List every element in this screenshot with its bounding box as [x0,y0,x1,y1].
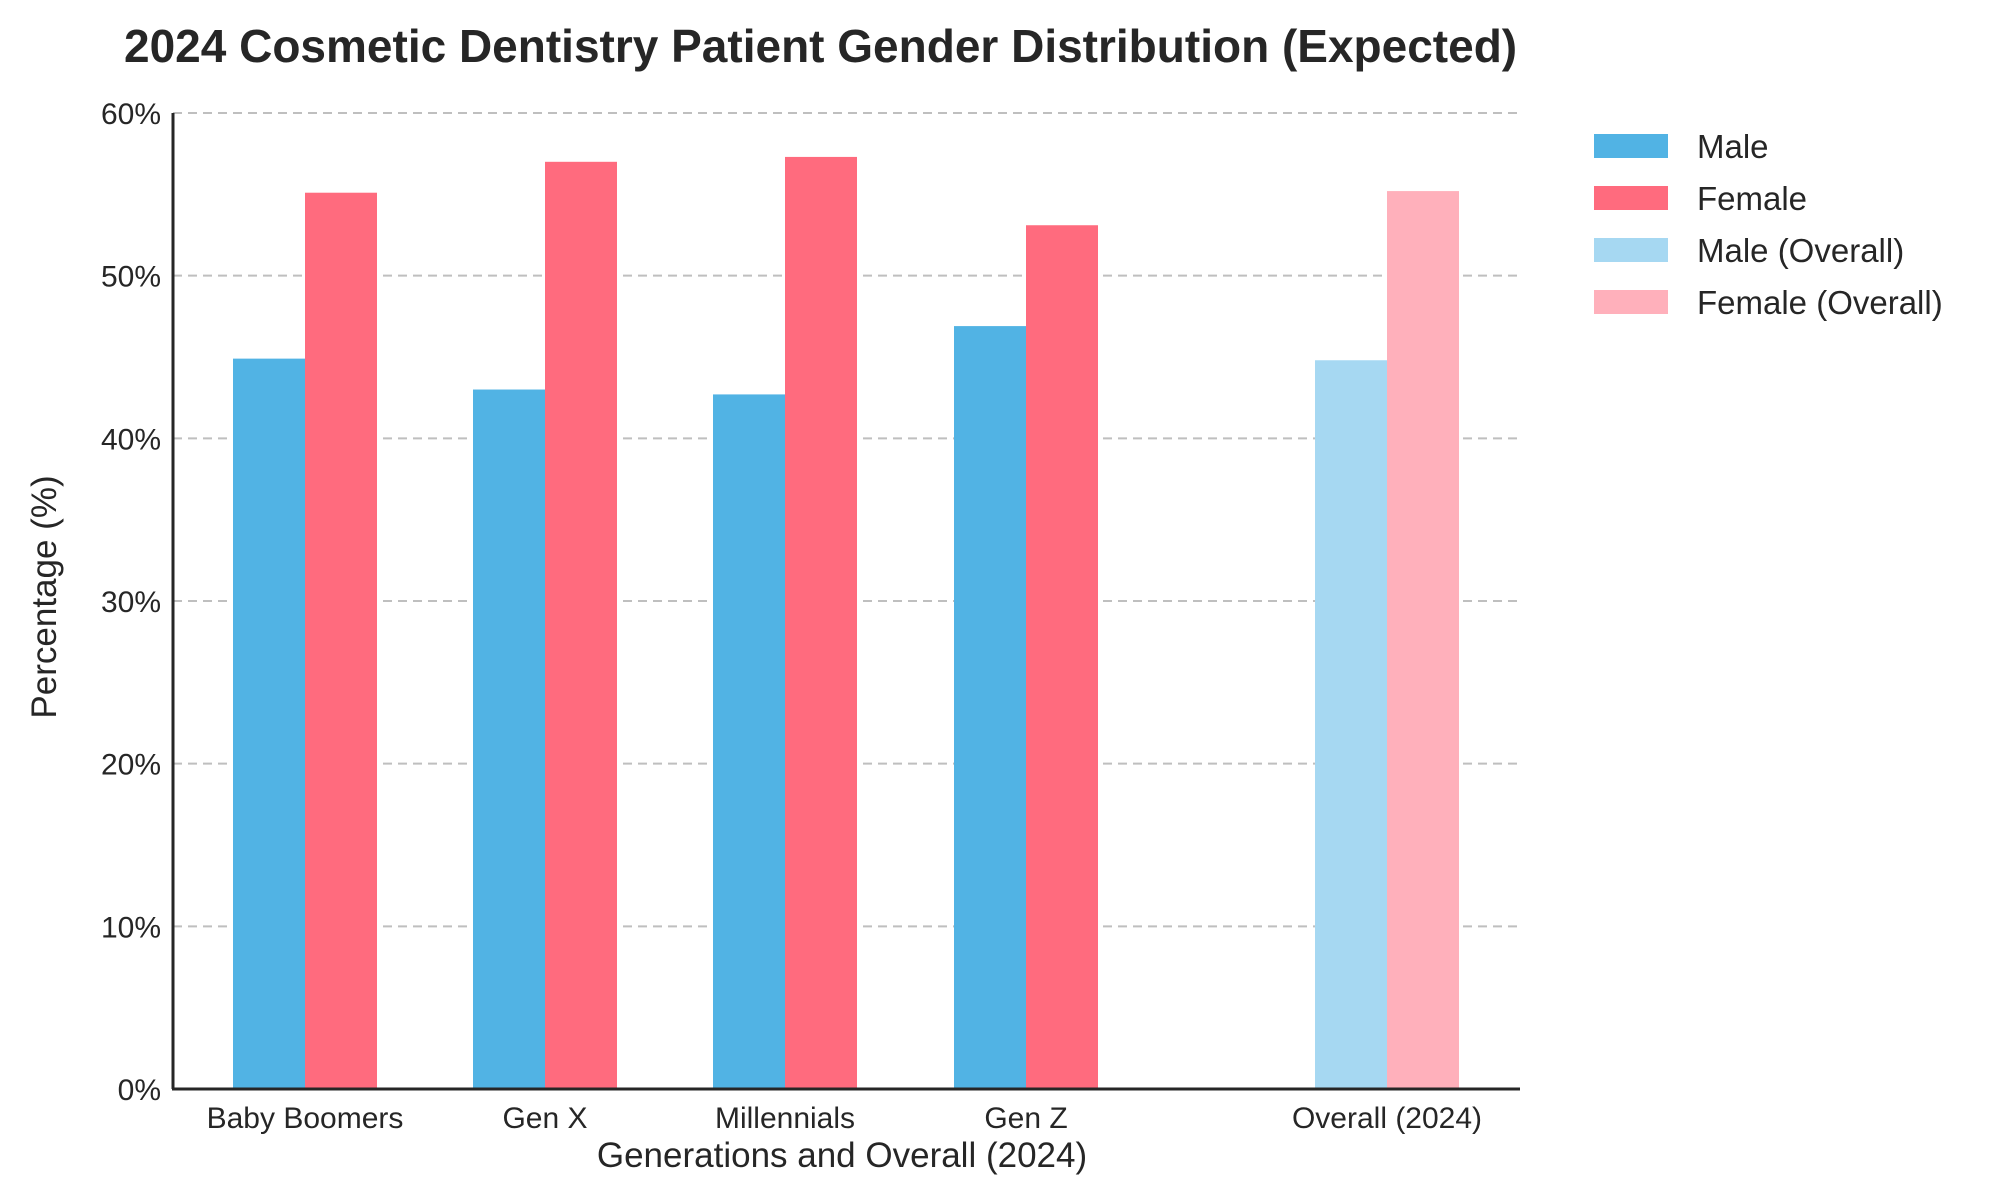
legend-swatch [1594,238,1668,262]
legend-label: Female [1697,180,1807,217]
legend-swatch [1594,186,1668,210]
legend-label: Female (Overall) [1697,284,1943,321]
legend: Male Female Male (Overall) Female (Overall) [1594,128,1943,321]
y-tick-label: 40% [101,423,161,456]
legend-label: Male (Overall) [1697,232,1904,269]
bar [473,389,545,1089]
bar [545,161,617,1090]
x-tick-label: Millennials [715,1102,855,1135]
bar [233,358,305,1089]
legend-label: Male [1697,128,1769,165]
y-tick-label: 50% [101,261,161,294]
x-tick-label: Overall (2024) [1292,1102,1482,1135]
y-axis-label: Percentage (%) [25,475,64,718]
bar [1026,225,1098,1090]
bar [713,394,785,1089]
bar [1315,360,1387,1090]
bar [954,326,1026,1089]
y-tick-label: 0% [118,1074,161,1107]
y-tick-label: 20% [101,749,161,782]
x-tick-label: Baby Boomers [207,1102,404,1135]
x-tick-label: Gen Z [984,1102,1067,1135]
x-tick-label: Gen X [502,1102,587,1135]
bar [1387,191,1459,1089]
y-tick-labels: 0% 10% 20% 30% 40% 50% 60% [101,98,161,1107]
axes [171,113,1520,1091]
bars [233,156,1459,1090]
bar [785,156,857,1090]
y-tick-label: 30% [101,586,161,619]
legend-swatch [1594,134,1668,158]
y-tick-label: 60% [101,98,161,131]
legend-swatch [1594,290,1668,314]
y-tick-label: 10% [101,911,161,944]
chart-title: 2024 Cosmetic Dentistry Patient Gender D… [124,20,1517,72]
x-tick-labels: Baby Boomers Gen X Millennials Gen Z Overall… [207,1102,1482,1135]
x-axis-label: Generations and Overall (2024) [597,1136,1087,1175]
bar [305,192,377,1089]
